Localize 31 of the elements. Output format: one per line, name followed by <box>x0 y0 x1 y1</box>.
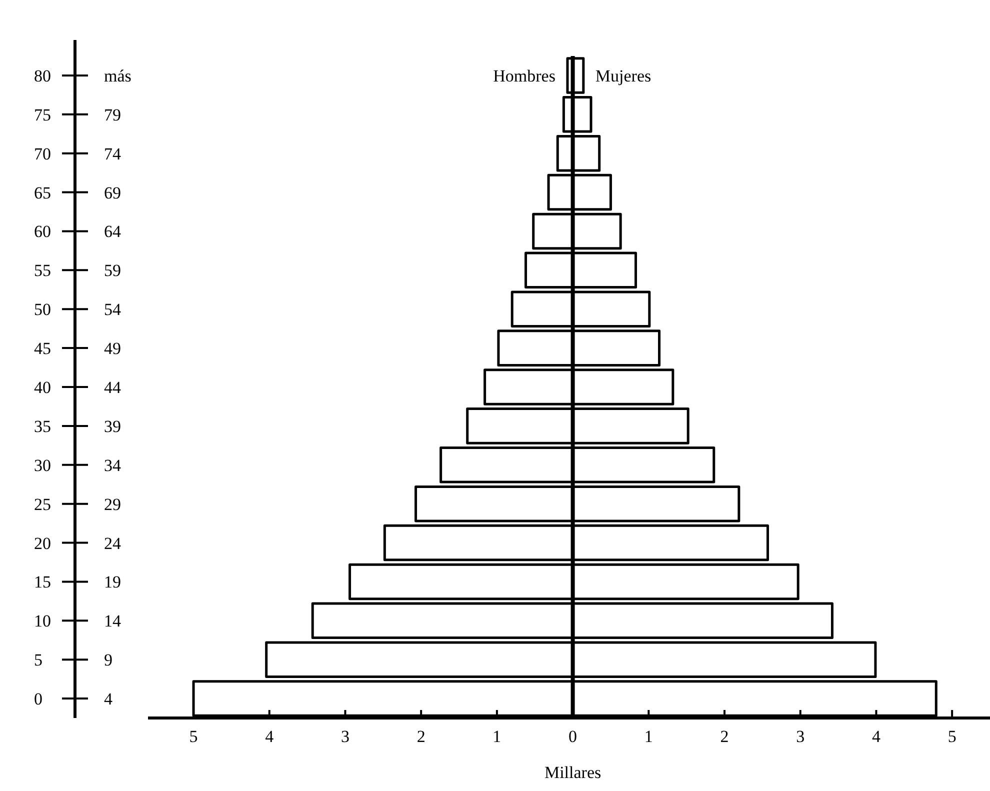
x-tick-label: 5 <box>189 727 198 746</box>
y-tick-label: 65 69 <box>34 183 121 202</box>
y-tick-label: 75 79 <box>34 105 121 124</box>
x-tick-label: 2 <box>416 727 426 746</box>
x-tick-label: 1 <box>644 727 653 746</box>
y-tick-label: 10 14 <box>34 612 122 631</box>
x-tick-label: 2 <box>720 727 729 746</box>
y-tick-label: 70 74 <box>34 144 122 164</box>
y-tick-label: 15 19 <box>34 572 121 592</box>
y-tick-label: 35 39 <box>34 416 121 436</box>
series-label: Hombres <box>493 66 556 86</box>
y-tick-label: 40 44 <box>34 378 122 397</box>
y-tick-label: 80 más <box>34 66 132 86</box>
y-tick-label: 55 59 <box>34 261 121 280</box>
x-axis-title: Millares <box>544 763 602 782</box>
y-tick-label: 5 9 <box>34 650 112 670</box>
y-tick-label: 20 24 <box>34 534 122 553</box>
x-tick-label: 4 <box>872 727 881 746</box>
x-tick-label: 3 <box>340 727 350 746</box>
x-tick-label: 0 <box>568 727 578 746</box>
x-tick-label: 4 <box>265 727 274 746</box>
y-tick-label: 25 29 <box>34 494 121 514</box>
y-tick-label: 60 64 <box>34 222 122 242</box>
y-tick-label: 30 34 <box>34 456 122 475</box>
y-tick-label: 45 49 <box>34 339 121 358</box>
x-tick-label: 5 <box>948 727 956 746</box>
y-tick-label: 0 4 <box>34 690 113 709</box>
x-tick-label: 1 <box>492 727 502 746</box>
x-tick-label: 3 <box>796 727 805 746</box>
y-tick-label: 50 54 <box>34 300 122 320</box>
series-label: Mujeres <box>595 66 652 86</box>
